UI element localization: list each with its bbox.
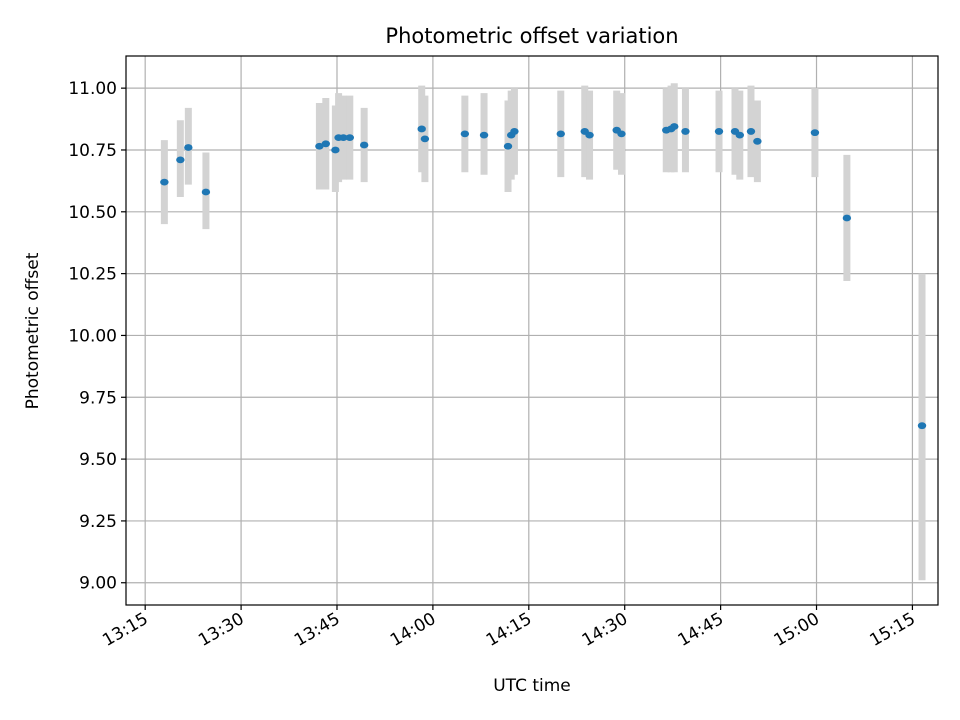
y-tick-label: 11.00 (68, 79, 117, 99)
data-point (753, 137, 762, 145)
data-point (681, 128, 690, 135)
y-tick-label: 10.75 (68, 141, 117, 161)
y-tick-label: 10.25 (68, 265, 117, 285)
y-tick-label: 9.25 (79, 512, 117, 532)
y-axis-ticks: 9.00 9.25 9.50 9.75 10.00 10.25 10.50 10.75 11.0… (68, 79, 126, 594)
data-point (417, 125, 426, 133)
y-tick-label: 10.50 (68, 203, 117, 223)
y-tick-label: 10.00 (68, 326, 117, 346)
data-point (321, 140, 331, 148)
data-point (315, 142, 324, 150)
plot-area-frame (125, 55, 939, 606)
data-point (176, 156, 185, 164)
data-point (670, 123, 679, 130)
y-tick-label: 9.50 (79, 450, 117, 470)
data-point (735, 131, 744, 139)
x-axis-label: UTC time (493, 676, 571, 696)
y-tick-label: 9.00 (79, 574, 117, 594)
y-axis-label: Photometric offset (23, 252, 43, 409)
y-tick-label: 9.75 (79, 388, 117, 408)
data-point (917, 422, 927, 430)
data-point (345, 134, 354, 142)
data-point (160, 178, 169, 186)
data-point (585, 131, 594, 139)
data-point (617, 130, 626, 138)
data-point (201, 188, 211, 196)
data-point (503, 142, 513, 150)
data-point (842, 214, 852, 222)
data-point (510, 128, 519, 135)
data-point (184, 144, 193, 151)
data-points (160, 123, 927, 430)
chart-title: Photometric offset variation (385, 24, 678, 48)
data-point (746, 128, 756, 135)
data-point (556, 130, 565, 138)
data-point (479, 131, 489, 139)
data-point (331, 146, 340, 154)
data-point (810, 129, 820, 137)
data-point (460, 130, 470, 138)
data-point (420, 135, 430, 143)
data-point (714, 128, 724, 135)
data-point (359, 141, 369, 149)
data-point (339, 134, 348, 142)
